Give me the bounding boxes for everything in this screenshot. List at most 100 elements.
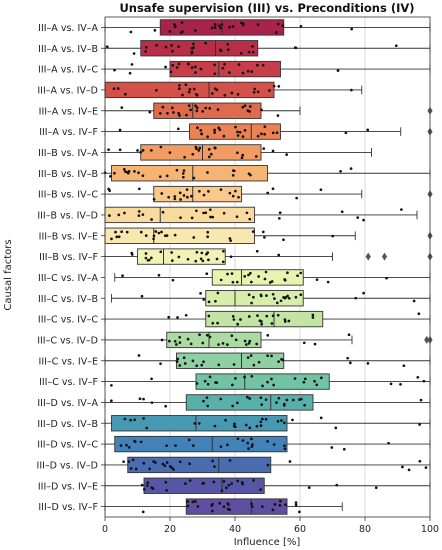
strip-point (113, 171, 116, 175)
strip-point (282, 404, 286, 407)
strip-point (263, 132, 267, 136)
strip-point (205, 272, 209, 276)
strip-point (226, 502, 230, 505)
strip-point (271, 292, 275, 296)
strip-point (226, 42, 230, 46)
strip-point (255, 424, 259, 428)
strip-point (272, 84, 276, 88)
strip-point (133, 170, 136, 173)
strip-point (260, 403, 264, 407)
strip-point (251, 443, 254, 446)
strip-point (270, 354, 273, 358)
strip-point (213, 63, 216, 67)
strip-point (348, 361, 352, 365)
strip-point (278, 503, 282, 507)
strip-point (230, 334, 234, 338)
strip-point (394, 44, 398, 48)
strip-point (178, 460, 182, 464)
box-12 (104, 248, 433, 265)
strip-point (210, 504, 213, 507)
strip-point (190, 216, 194, 220)
strip-point (186, 500, 190, 503)
strip-point (129, 467, 133, 470)
strip-point (112, 87, 116, 91)
strip-point (208, 335, 212, 339)
outlier-marker (365, 252, 371, 261)
strip-point (417, 312, 421, 316)
strip-point (243, 339, 247, 343)
strip-point (226, 343, 229, 347)
strip-point (302, 380, 306, 384)
strip-point (246, 441, 250, 445)
strip-point (275, 131, 279, 135)
strip-point (191, 359, 195, 363)
strip-point (271, 508, 275, 512)
strip-point (195, 364, 199, 368)
strip-point (230, 482, 234, 486)
strip-point (198, 146, 202, 150)
strip-point (336, 69, 340, 72)
strip-point (244, 423, 248, 427)
strip-point (137, 214, 141, 217)
strip-point (277, 84, 281, 88)
strip-point (185, 188, 189, 192)
strip-point (356, 216, 360, 219)
strip-point (161, 210, 165, 214)
strip-point (176, 316, 179, 319)
strip-point (191, 500, 195, 504)
strip-point (302, 341, 306, 345)
box-iqr (143, 477, 265, 494)
strip-point (178, 335, 182, 339)
strip-point (176, 357, 180, 361)
box-1 (104, 19, 431, 36)
strip-point (196, 126, 199, 130)
strip-point (183, 362, 187, 365)
strip-point (172, 111, 175, 114)
strip-point (283, 296, 287, 300)
strip-point (276, 114, 280, 117)
strip-point (173, 25, 177, 29)
strip-point (199, 67, 203, 71)
strip-point (217, 363, 221, 367)
strip-point (241, 153, 245, 157)
strip-point (165, 174, 169, 178)
strip-point (232, 424, 236, 428)
strip-point (152, 237, 155, 241)
strip-point (204, 211, 208, 215)
strip-point (182, 194, 186, 197)
strip-point (283, 447, 287, 451)
box-iqr (104, 206, 255, 224)
strip-point (293, 377, 297, 380)
strip-point (223, 93, 227, 97)
box-4 (104, 81, 363, 99)
strip-point (234, 125, 237, 129)
strip-point (241, 482, 244, 486)
strip-point (167, 195, 171, 199)
strip-point (299, 293, 303, 297)
strip-point (181, 30, 184, 33)
strip-point (153, 29, 157, 32)
strip-point (250, 374, 254, 378)
strip-point (228, 25, 231, 29)
y-category-label: III–A vs. IV–D (37, 85, 98, 96)
strip-point (159, 250, 163, 254)
strip-point (233, 422, 236, 426)
strip-point (187, 90, 191, 94)
y-category-label: III–B vs. IV–E (39, 231, 98, 242)
strip-point (239, 51, 243, 55)
strip-point (125, 230, 129, 234)
box-2 (104, 40, 431, 57)
strip-point (155, 43, 159, 47)
strip-point (228, 237, 232, 240)
strip-point (213, 87, 217, 91)
strip-point (194, 104, 197, 108)
strip-point (213, 26, 217, 29)
strip-point (226, 443, 229, 447)
strip-point (219, 188, 223, 191)
box-iqr (104, 227, 255, 244)
strip-point (142, 397, 145, 401)
strip-point (211, 215, 215, 219)
strip-point (206, 382, 210, 386)
strip-point (248, 339, 252, 343)
strip-point (319, 416, 323, 420)
